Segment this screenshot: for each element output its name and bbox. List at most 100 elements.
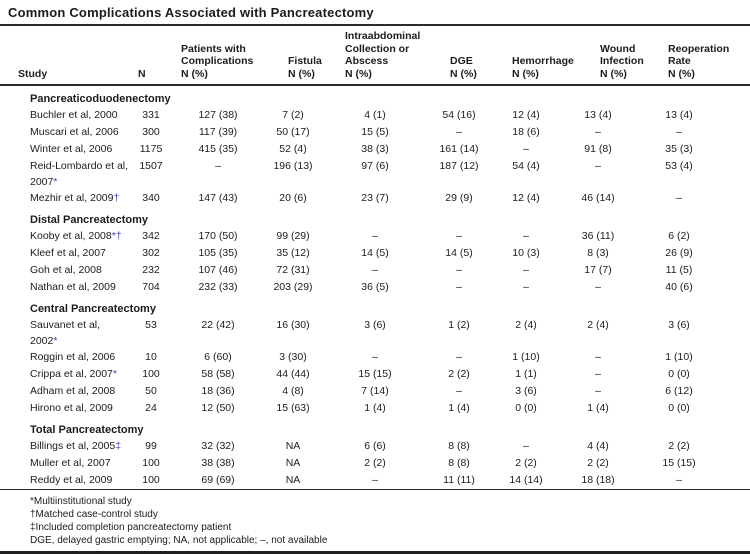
study-label: Winter et al, 2006 (30, 143, 113, 155)
value-cell: 3 (30) (279, 351, 307, 363)
value-cell: 340 (142, 192, 160, 204)
value-cell: 4 (4) (587, 440, 609, 452)
value-cell: – (676, 126, 682, 138)
value-cell: 1 (10) (512, 351, 540, 363)
column-header-fistula: Fistula N (%) (264, 26, 322, 86)
value-cell: 7 (2) (282, 109, 304, 121)
value-cell: 22 (42) (201, 319, 235, 331)
value-cell: – (595, 281, 601, 293)
value-cell: – (372, 264, 378, 276)
value-cell: 2 (4) (515, 319, 537, 331)
value-cell: 6 (60) (204, 351, 232, 363)
study-label: Kooby et al, 2008 (30, 230, 112, 242)
footnote-marker: ‡ (115, 440, 122, 452)
value-cell: – (456, 351, 462, 363)
column-header-wound: Wound Infection N (%) (562, 26, 644, 86)
footnote-completion-pancreatectomy: ‡Included completion pancreatectomy pati… (30, 522, 232, 533)
table-row: Reddy et al, 2009 100 69 (69) NA – 11 (11) 14 … (0, 472, 750, 489)
value-cell: 203 (29) (273, 281, 313, 293)
study-label: Muscari et al, 2006 (30, 126, 119, 138)
column-header-hemorrhage: Hemorrhage N (%) (490, 26, 574, 86)
table-row: Muscari et al, 2006 300 117 (39) 50 (17) 15 … (0, 124, 750, 141)
table-row: Sauvanet et al, 2002* 53 22 (42) 16 (30) 3 (… (0, 317, 750, 349)
value-cell: 3 (6) (668, 319, 690, 331)
value-cell: 117 (39) (198, 126, 238, 138)
value-cell: 1 (4) (448, 402, 470, 414)
table-row: Kleef et al, 2007 302 105 (35) 35 (12) 14 (5… (0, 245, 750, 262)
value-cell: 6 (6) (364, 440, 386, 452)
value-cell: 107 (46) (198, 264, 238, 276)
value-cell: – (676, 192, 682, 204)
value-cell: 52 (4) (279, 143, 307, 155)
value-cell: 58 (58) (201, 368, 235, 380)
study-cell: Muscari et al, 2006 (0, 124, 130, 141)
value-cell: 187 (12) (439, 160, 479, 172)
value-cell: 32 (32) (201, 440, 235, 452)
footnotes: *Multiinstitutional study †Matched case-… (0, 489, 750, 554)
value-cell: 100 (142, 457, 160, 469)
value-cell: 17 (7) (584, 264, 612, 276)
value-cell: 12 (4) (512, 192, 540, 204)
table-row: Billings et al, 2005‡ 99 32 (32) NA 6 (6) 8 (… (0, 438, 750, 455)
study-cell: Hirono et al, 2009 (0, 400, 130, 417)
value-cell: 15 (15) (662, 457, 696, 469)
value-cell: 13 (4) (584, 109, 612, 121)
value-cell: 53 (145, 319, 157, 331)
study-label: Reddy et al, 2009 (30, 474, 113, 486)
value-cell: 99 (145, 440, 157, 452)
column-header-n: N (130, 26, 172, 86)
value-cell: 232 (33) (198, 281, 238, 293)
study-cell: Reid-Lombardo et al, 2007* (0, 158, 130, 190)
value-cell: 50 (17) (276, 126, 310, 138)
value-cell: 3 (6) (364, 319, 386, 331)
section-header-row: Total Pancreatectomy (0, 417, 750, 438)
study-label: Buchler et al, 2000 (30, 109, 118, 121)
table-row: Reid-Lombardo et al, 2007* 1507 – 196 (13) 9… (0, 158, 750, 190)
table-title: Common Complications Associated with Pan… (0, 0, 750, 26)
complications-table: Study N Patients with Complications N (%) F… (0, 26, 750, 489)
study-label: Billings et al, 2005 (30, 440, 116, 452)
value-cell: 18 (6) (512, 126, 540, 138)
value-cell: 38 (38) (201, 457, 235, 469)
footnote-marker: * (53, 175, 58, 188)
value-cell: 1 (10) (665, 351, 693, 363)
value-cell: 91 (8) (584, 143, 612, 155)
table-row: Goh et al, 2008 232 107 (46) 72 (31) – – – 17 (… (0, 262, 750, 279)
footnote-marker: † (113, 192, 120, 204)
study-label: Kleef et al, 2007 (30, 247, 106, 259)
value-cell: 15 (5) (361, 126, 389, 138)
value-cell: – (595, 368, 601, 380)
footnote-matched-case-control: †Matched case-control study (30, 509, 158, 520)
value-cell: – (523, 440, 529, 452)
column-header-dge: DGE N (%) (428, 26, 490, 86)
value-cell: 35 (3) (665, 143, 693, 155)
study-label: Reid-Lombardo et al, 2007 (30, 160, 129, 188)
study-cell: Crippa et al, 2007* (0, 366, 130, 383)
table-row: Muller et al, 2007 100 38 (38) NA 2 (2) 8 (8)… (0, 455, 750, 472)
value-cell: NA (285, 457, 301, 469)
value-cell: – (523, 230, 529, 242)
value-cell: 14 (5) (445, 247, 473, 259)
column-header-complications: Patients with Complications N (%) (172, 26, 264, 86)
study-cell: Buchler et al, 2000 (0, 107, 130, 124)
table-row: Nathan et al, 2009 704 232 (33) 203 (29) 36 … (0, 279, 750, 296)
table-row: Crippa et al, 2007* 100 58 (58) 44 (44) 15 (… (0, 366, 750, 383)
value-cell: 11 (5) (665, 264, 693, 276)
value-cell: 6 (2) (668, 230, 690, 242)
table-row: Winter et al, 2006 1175 415 (35) 52 (4) 38 (… (0, 141, 750, 158)
value-cell: 704 (142, 281, 160, 293)
value-cell: 105 (35) (198, 247, 238, 259)
value-cell: 53 (4) (665, 160, 693, 172)
value-cell: – (523, 264, 529, 276)
table-row: Adham et al, 2008 50 18 (36) 4 (8) 7 (14) – 3 … (0, 383, 750, 400)
value-cell: 2 (2) (448, 368, 470, 380)
value-cell: 4 (1) (364, 109, 386, 121)
value-cell: 12 (50) (201, 402, 235, 414)
value-cell: 331 (142, 109, 160, 121)
study-label: Hirono et al, 2009 (30, 402, 113, 414)
value-cell: 18 (18) (581, 474, 615, 486)
value-cell: 35 (12) (276, 247, 310, 259)
value-cell: – (215, 160, 221, 172)
value-cell: 196 (13) (273, 160, 313, 172)
table-row: Hirono et al, 2009 24 12 (50) 15 (63) 1 (4) 1… (0, 400, 750, 417)
